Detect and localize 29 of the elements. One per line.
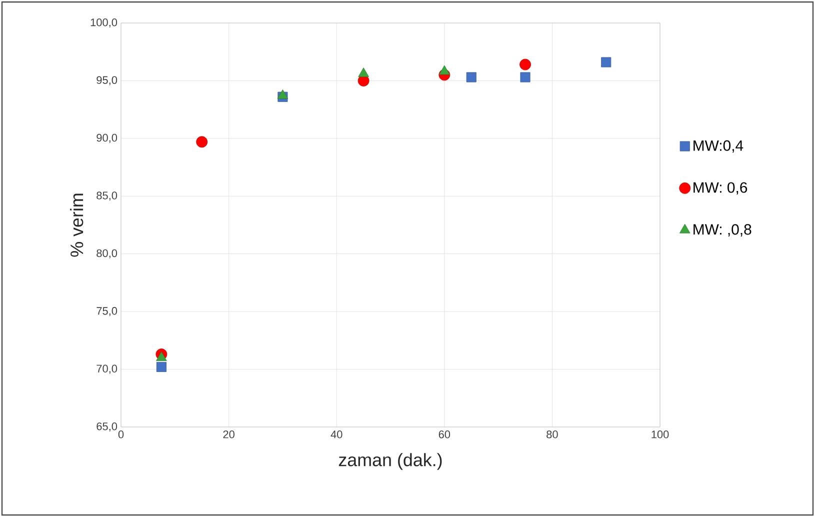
y-tick-label: 75,0 bbox=[96, 307, 118, 316]
y-tick-label: 95,0 bbox=[96, 76, 118, 86]
point bbox=[358, 68, 369, 77]
legend-label: MW:0,4 bbox=[694, 140, 744, 153]
y-axis-title: % verim bbox=[70, 194, 84, 257]
point bbox=[156, 352, 167, 361]
x-tick-label: 40 bbox=[330, 430, 342, 438]
x-tick-label: 20 bbox=[223, 430, 234, 438]
legend-label: MW: 0,6 bbox=[694, 182, 748, 195]
point bbox=[439, 65, 450, 75]
y-tick-label: 70,0 bbox=[96, 364, 118, 374]
point bbox=[466, 72, 476, 82]
y-tick-label: 85,0 bbox=[96, 192, 118, 201]
point bbox=[156, 362, 166, 372]
y-tick-label: 90,0 bbox=[96, 134, 118, 143]
legend-label: MW: ,0,8 bbox=[694, 224, 752, 236]
x-tick-label: 60 bbox=[438, 430, 450, 438]
y-tick-label: 80,0 bbox=[96, 249, 118, 258]
y-tick-label: 65,0 bbox=[96, 422, 118, 432]
y-tick-label: 100,0 bbox=[90, 18, 118, 28]
point bbox=[196, 136, 208, 148]
x-tick-label: 80 bbox=[546, 430, 558, 438]
x-tick-label: 0 bbox=[118, 430, 124, 438]
point bbox=[601, 57, 612, 68]
x-tick-label: 100 bbox=[652, 430, 669, 438]
point bbox=[520, 72, 530, 82]
point bbox=[520, 58, 531, 70]
x-axis-title: zaman (dak.) bbox=[338, 453, 442, 470]
point bbox=[277, 90, 288, 99]
